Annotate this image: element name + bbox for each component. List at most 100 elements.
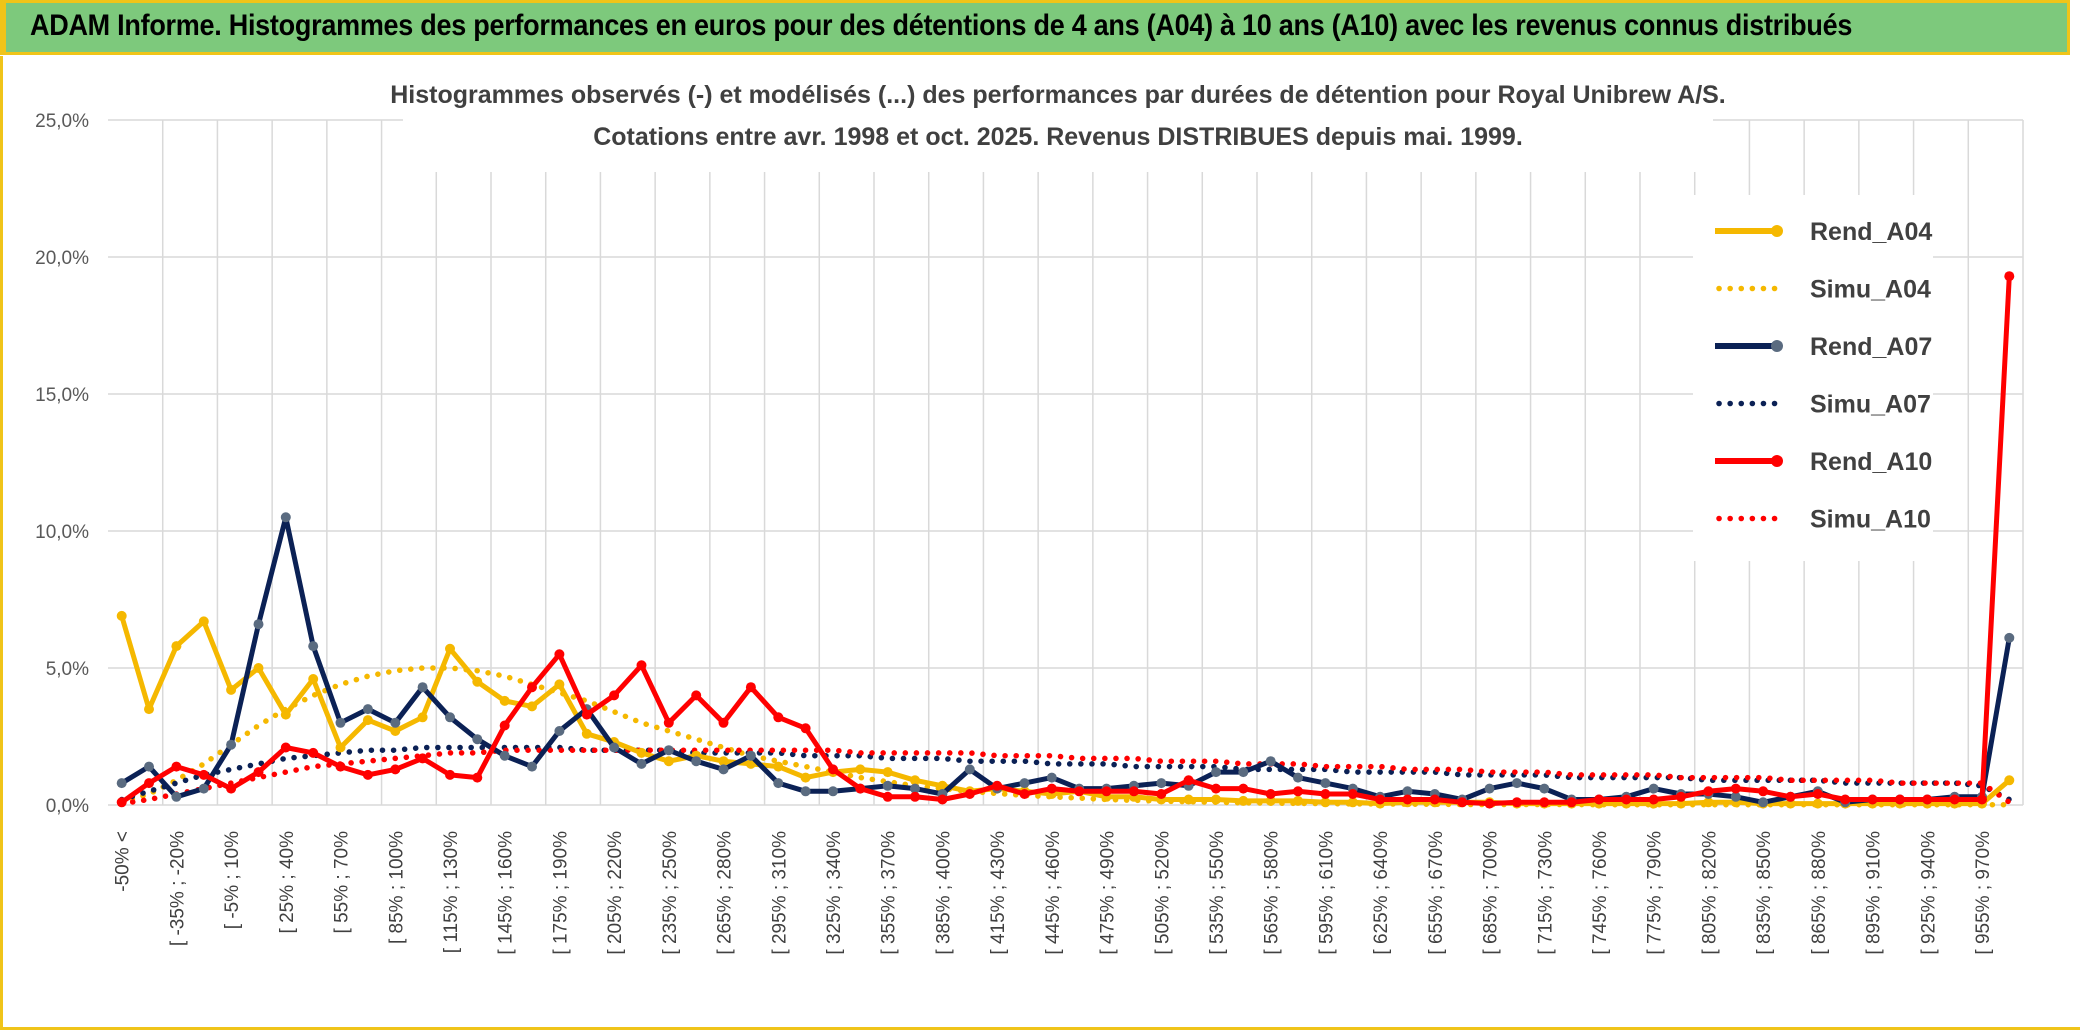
data-point-rend_a04 [527,701,537,712]
x-tick-label: [ 145% ; 160% [496,831,517,955]
data-point-rend_a10 [663,717,674,728]
data-point-rend_a04 [718,756,729,767]
x-tick-label: [ 235% ; 250% [660,831,681,955]
data-point-rend_a04 [1347,797,1358,808]
data-point-rend_a04 [1320,797,1331,808]
data-point-rend_a10 [1101,786,1112,797]
data-point-rend_a04 [663,756,674,767]
data-point-rend_a04 [198,616,209,627]
data-point-rend_a10 [1238,783,1249,794]
data-point-rend_a04 [308,674,319,684]
x-tick-label: [ 85% ; 100% [386,831,407,944]
data-point-rend_a07 [1484,783,1495,794]
data-point-rend_a07 [116,778,127,789]
data-point-rend_a10 [1758,786,1769,797]
data-point-rend_a07 [390,717,401,728]
data-point-rend_a04 [499,695,510,706]
data-point-rend_a04 [226,684,237,695]
data-point-rend_a07 [1402,786,1413,797]
data-point-rend_a10 [198,769,209,780]
data-point-rend_a10 [499,720,510,731]
data-point-rend_a07 [2004,632,2015,643]
x-tick-label: [ 655% ; 670% [1426,831,1447,955]
data-point-rend_a10 [362,769,373,780]
series-line-simu_a07 [118,744,2013,803]
data-point-rend_a10 [1265,789,1276,799]
data-point-rend_a07 [800,786,811,797]
x-tick-label: [ 535% ; 550% [1207,831,1228,955]
data-point-rend_a10 [609,690,620,701]
data-point-rend_a10 [1019,789,1030,799]
data-point-rend_a07 [964,764,975,775]
data-point-rend_a04 [882,767,893,778]
data-point-rend_a04 [1703,797,1714,808]
x-tick-label: [ 715% ; 730% [1535,831,1556,955]
data-point-rend_a10 [1785,791,1796,802]
data-point-rend_a07 [773,778,784,789]
data-point-rend_a10 [1511,797,1522,808]
data-point-rend_a10 [1977,794,1987,805]
data-point-rend_a07 [554,726,565,736]
data-point-rend_a07 [1511,778,1522,789]
data-point-rend_a10 [773,712,784,723]
data-point-rend_a07 [1046,772,1057,783]
data-point-rend_a07 [1758,797,1769,808]
data-point-rend_a04 [1183,794,1194,805]
x-tick-label: [ 955% ; 970% [1973,831,1994,955]
legend: Rend_A04 Simu_A04 Rend_A07 Simu_A07 Rend_A10… [1693,195,1933,561]
data-point-rend_a10 [171,761,182,772]
data-point-rend_a07 [910,783,920,794]
x-tick-label: [ -35% ; -20% [167,831,188,946]
x-tick-label: [ 55% ; 70% [332,831,353,934]
data-point-rend_a04 [417,712,428,723]
x-tick-label: [ 595% ; 610% [1316,831,1337,955]
data-point-rend_a10 [1074,786,1085,797]
legend-label: Simu_A10 [1810,506,1931,534]
data-point-rend_a07 [198,783,209,794]
data-point-rend_a07 [718,764,729,775]
x-tick-label: [ 175% ; 190% [550,831,571,955]
y-tick-label: 5,0% [46,659,89,680]
data-point-rend_a10 [992,780,1003,791]
data-point-rend_a07 [1238,767,1249,778]
data-point-rend_a07 [828,786,838,797]
x-tick-label: [ 835% ; 850% [1754,831,1775,955]
data-point-rend_a10 [1211,783,1221,794]
data-point-rend_a04 [2004,775,2015,786]
x-tick-label: [ 925% ; 940% [1918,831,1939,955]
data-point-rend_a04 [910,775,920,786]
data-point-rend_a10 [390,764,401,775]
legend-label: Simu_A07 [1810,391,1931,419]
banner-title: ADAM Informe. Histogrammes des performan… [30,9,1853,42]
data-point-rend_a07 [1539,783,1550,794]
data-point-rend_a07 [1265,756,1276,767]
data-point-rend_a04 [472,676,483,687]
legend-item-simu_a10: Simu_A10 [1716,506,1931,534]
data-point-rend_a10 [581,709,592,720]
x-tick-label: [ 685% ; 700% [1481,831,1502,955]
data-point-rend_a10 [226,783,237,794]
data-point-rend_a04 [280,709,291,720]
data-point-rend_a10 [910,791,920,802]
data-point-rend_a07 [1320,778,1331,789]
legend-item-rend_a10: Rend_A10 [1715,448,1932,476]
data-point-rend_a10 [527,682,537,693]
chart: 0,0% 5,0% 10,0% 15,0% 20,0% 25,0% -50% < [ -35… [35,60,2024,955]
data-point-rend_a04 [1265,795,1276,806]
data-point-rend_a07 [1730,791,1741,802]
data-point-rend_a04 [335,742,346,753]
data-point-rend_a10 [308,747,319,758]
legend-item-rend_a04: Rend_A04 [1715,218,1932,246]
data-point-rend_a10 [1922,794,1933,805]
x-tick-label: [ 895% ; 910% [1864,831,1885,955]
data-point-rend_a10 [745,682,756,693]
data-point-rend_a10 [445,769,455,780]
x-axis: -50% < [ -35% ; -20% [ -5% ; 10% [ 25% ; 40… [113,831,1994,955]
chart-frame: 0,0% 5,0% 10,0% 15,0% 20,0% 25,0% -50% < [ -35… [0,56,2080,1030]
data-point-rend_a10 [472,772,483,783]
data-point-rend_a10 [1566,797,1577,808]
data-point-rend_a10 [1812,789,1823,799]
data-point-rend_a04 [773,761,784,772]
data-point-rend_a10 [144,778,154,789]
data-point-rend_a10 [253,767,264,778]
